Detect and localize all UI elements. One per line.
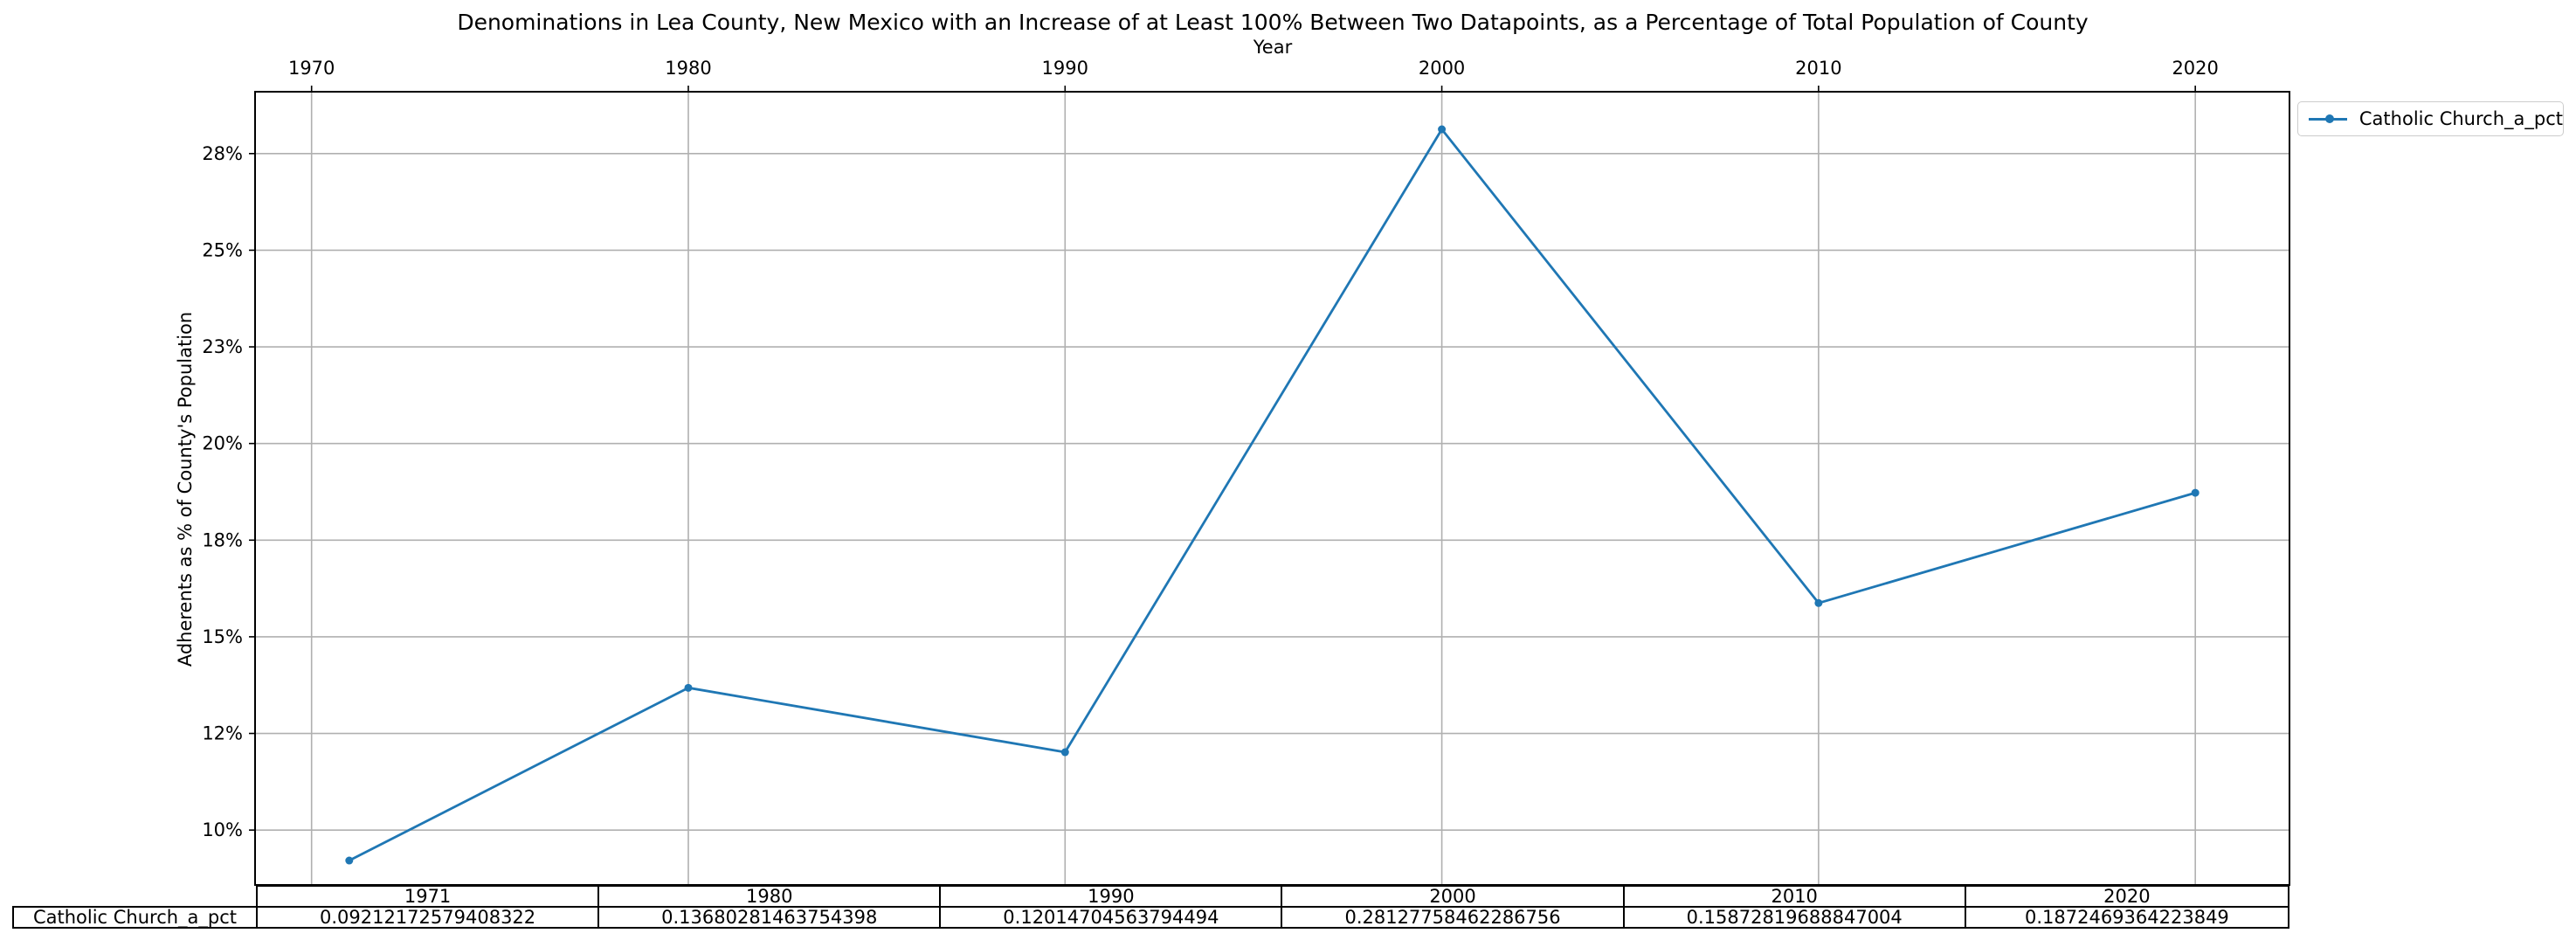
y-tick-label: 10% [202,819,243,840]
table-col-header: 1980 [597,885,942,908]
table-col-header: 2000 [1281,885,1625,908]
y-tick-label: 23% [202,336,243,357]
x-tick-label: 1980 [665,58,711,79]
table-header-row: 1971 1980 1990 2000 2010 2020 [13,885,2290,908]
table-row: Catholic Church_a_pct 0.0921217257940832… [12,906,2290,929]
data-table: 1971 1980 1990 2000 2010 2020 Catholic C… [12,885,2290,929]
table-row-label: Catholic Church_a_pct [12,906,258,929]
table-col-header: 1971 [255,885,600,908]
x-tick-label: 2020 [2172,58,2218,79]
table-cell: 0.09212172579408322 [255,906,600,929]
table-cell: 0.12014704563794494 [939,906,1283,929]
table-cell: 0.15872819688847004 [1622,906,1966,929]
plot-frame [254,91,2290,886]
y-tick-label: 18% [202,529,243,550]
x-tick-label: 2000 [1419,58,1465,79]
axis-ticks: 1970 1980 1990 2000 2010 2020 10% 12% 15% 18% 20% 2… [202,58,2219,840]
x-tick-label: 1970 [288,58,335,79]
table-cell: 0.28127758462286756 [1281,906,1625,929]
table-corner [13,886,257,907]
y-tick-label: 12% [202,723,243,744]
data-point [1060,748,1069,757]
grid-lines [255,92,2289,885]
table-col-header: 2010 [1622,885,1966,908]
data-point [345,856,354,865]
chart-title: Denominations in Lea County, New Mexico … [457,10,2089,35]
table-cell: 0.1872469364223849 [1964,906,2290,929]
legend: Catholic Church_a_pct [2297,101,2564,136]
table-col-header: 2020 [1964,885,2290,908]
data-point [684,683,693,692]
x-tick-label: 1990 [1042,58,1088,79]
data-point [1438,125,1447,134]
y-tick-label: 28% [202,143,243,164]
x-axis-label: Year [1253,37,1293,58]
data-point [2191,488,2200,497]
table-cell: 0.13680281463754398 [597,906,942,929]
series-line [349,128,2196,862]
table-col-header: 1990 [939,885,1283,908]
x-tick-label: 2010 [1795,58,1841,79]
series-layer [345,125,2200,865]
y-tick-label: 20% [202,433,243,454]
y-tick-label: 15% [202,626,243,647]
data-point [1814,598,1823,607]
legend-label: Catholic Church_a_pct [2358,108,2563,129]
y-axis-label: Adherents as % of County's Population [175,312,196,667]
legend-marker-icon [2307,110,2349,128]
y-tick-label: 25% [202,239,243,260]
